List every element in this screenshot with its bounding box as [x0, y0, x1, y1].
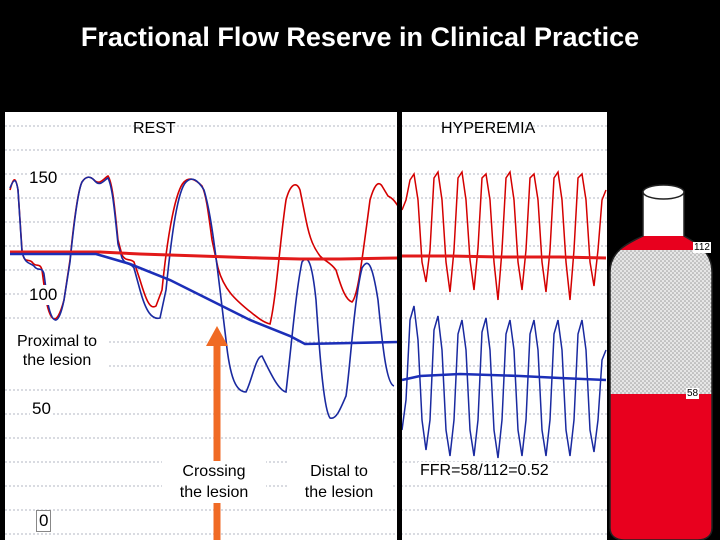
bottle-value-proximal: 112 [693, 242, 711, 253]
distal-label-line1: Distal to [310, 463, 368, 480]
proximal-pressure-trace-rest [9, 174, 399, 325]
y-axis-tick-150: 150 [27, 168, 60, 188]
y-axis-tick-50: 50 [30, 399, 53, 419]
proximal-label-line1: Proximal to [16, 333, 98, 350]
distal-label: Distal to the lesion [287, 461, 391, 503]
ffr-result: FFR=58/112=0.52 [418, 462, 551, 480]
hyperemia-label: HYPEREMIA [441, 120, 536, 137]
phase-separator [397, 112, 402, 540]
distal-label-line2: the lesion [304, 484, 374, 501]
crossing-label-line2: the lesion [179, 484, 249, 501]
slide-title: Fractional Flow Reserve in Clinical Prac… [80, 22, 640, 52]
distal-mean-hyperemia [401, 372, 607, 382]
proximal-label: Proximal to the lesion [5, 332, 109, 370]
proximal-label-line2: the lesion [22, 352, 92, 369]
distal-mean-rest [10, 252, 399, 346]
proximal-mean-hyperemia [402, 254, 607, 260]
rest-label: REST [133, 120, 176, 137]
bottle-value-distal: 58 [686, 388, 700, 399]
proximal-mean-rest [10, 250, 399, 261]
distal-pressure-trace-hyperemia [401, 305, 607, 459]
pressure-bottle-icon [609, 184, 713, 540]
crossing-label: Crossing the lesion [162, 461, 266, 503]
distal-pressure-trace-rest [9, 176, 395, 419]
proximal-pressure-trace-hyperemia [401, 169, 607, 301]
y-axis-tick-0: 0 [36, 510, 52, 532]
y-axis-tick-100: 100 [27, 285, 60, 305]
arrow-icon [206, 326, 228, 540]
crossing-label-line1: Crossing [182, 463, 246, 480]
